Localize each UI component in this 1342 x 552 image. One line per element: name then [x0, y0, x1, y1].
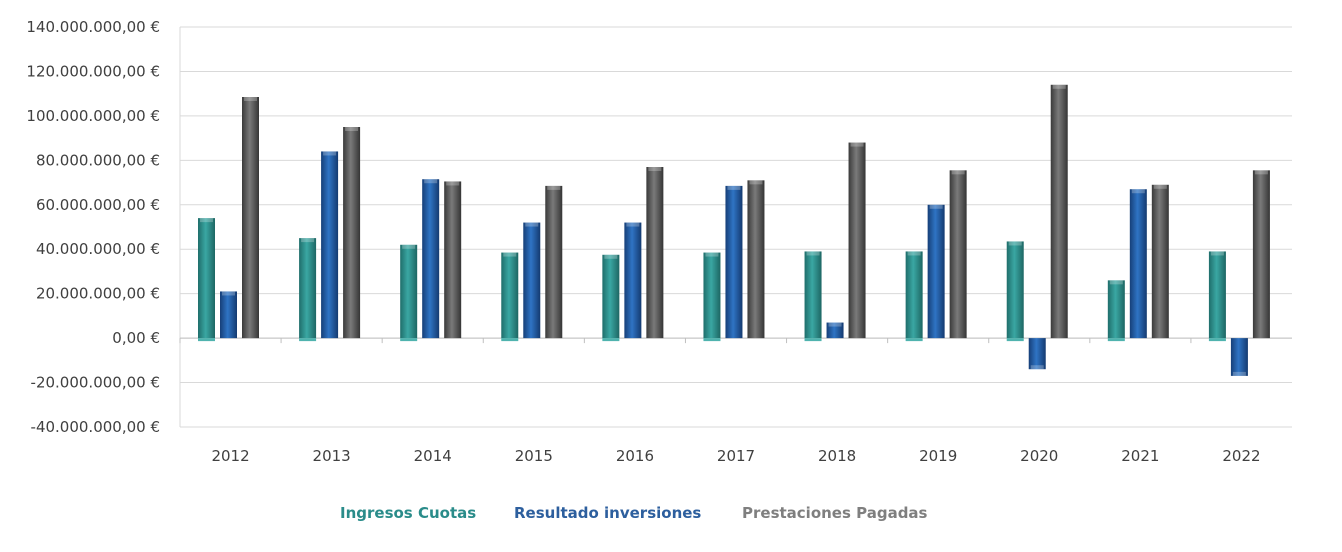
bar-ingresos-cuotas-2017: [703, 252, 721, 339]
x-tick-label: 2016: [616, 447, 654, 465]
bar-resultado-inversiones-2014: [422, 179, 440, 339]
bar-ingresos-cuotas-2013: [299, 238, 317, 339]
bar-ingresos-cuotas-2012: [198, 218, 215, 339]
legend-item-prestaciones-pagadas: Prestaciones Pagadas: [742, 504, 928, 522]
y-tick-label: 100.000.000,00 €: [26, 107, 160, 125]
bar-prestaciones-pagadas-2019: [949, 170, 967, 339]
bar-resultado-inversiones-2015: [523, 222, 541, 339]
bar-ingresos-cuotas-2015: [501, 252, 519, 339]
legend: Ingresos Cuotas Resultado inversiones Pr…: [0, 504, 1342, 528]
x-tick-label: 2014: [414, 447, 452, 465]
y-tick-label: -40.000.000,00 €: [31, 418, 160, 436]
x-tick-label: 2022: [1222, 447, 1260, 465]
bar-base-plate: [1208, 338, 1226, 342]
bar-base-plate: [198, 338, 215, 342]
x-tick-label: 2017: [717, 447, 755, 465]
bar-base-plate: [400, 338, 418, 342]
x-tick-label: 2018: [818, 447, 856, 465]
bar-prestaciones-pagadas-2016: [646, 167, 664, 339]
bar-base-plate: [905, 338, 923, 342]
y-tick-label: -20.000.000,00 €: [31, 374, 160, 392]
bar-prestaciones-pagadas-2022: [1252, 170, 1270, 339]
bar-ingresos-cuotas-2016: [602, 254, 620, 339]
bar-resultado-inversiones-2021: [1129, 189, 1147, 339]
x-tick-label: 2015: [515, 447, 553, 465]
bar-resultado-inversiones-2017: [725, 185, 743, 339]
bar-resultado-inversiones-2016: [624, 222, 642, 339]
bar-base-plate: [501, 338, 519, 342]
x-axis-ticks: 2012 2013 2014 2015 2016 2017 2018 2019 2020 2021…: [211, 447, 1260, 465]
bar-prestaciones-pagadas-2013: [343, 127, 361, 339]
bar-resultado-inversiones-2012: [220, 291, 237, 339]
y-tick-label: 60.000.000,00 €: [36, 196, 160, 214]
bar-base-plate: [299, 338, 317, 342]
bar-prestaciones-pagadas-2012: [242, 97, 259, 339]
y-tick-label: 80.000.000,00 €: [36, 151, 160, 169]
x-tick-label: 2012: [211, 447, 249, 465]
bar-resultado-inversiones-2019: [927, 204, 945, 339]
y-axis-ticks: 140.000.000,00 € 120.000.000,00 € 100.000.…: [26, 18, 160, 436]
bar-resultado-inversiones-2020: [1028, 338, 1046, 370]
x-tick-label: 2021: [1121, 447, 1159, 465]
bar-prestaciones-pagadas-2015: [545, 185, 563, 339]
bar-base-plate: [1006, 338, 1024, 342]
bar-ingresos-cuotas-2020: [1006, 241, 1024, 339]
bar-prestaciones-pagadas-2014: [444, 181, 462, 339]
bar-base-plate: [804, 338, 822, 342]
y-tick-label: 0,00 €: [112, 329, 160, 347]
bar-resultado-inversiones-2013: [321, 151, 339, 339]
y-tick-label: 40.000.000,00 €: [36, 240, 160, 258]
bar-prestaciones-pagadas-2017: [747, 180, 765, 339]
bar-base-plate: [1107, 338, 1125, 342]
bar-resultado-inversiones-2022: [1230, 338, 1248, 376]
bar-ingresos-cuotas-2021: [1107, 280, 1125, 339]
bar-base-plate: [703, 338, 721, 342]
bar-ingresos-cuotas-2014: [400, 244, 418, 339]
bar-resultado-inversiones-2018: [826, 322, 844, 339]
x-tick-label: 2013: [313, 447, 351, 465]
bar-ingresos-cuotas-2019: [905, 251, 923, 339]
legend-item-resultado-inversiones: Resultado inversiones: [514, 504, 702, 522]
bar-prestaciones-pagadas-2021: [1151, 184, 1169, 339]
bar-prestaciones-pagadas-2018: [848, 142, 866, 339]
x-tick-label: 2020: [1020, 447, 1058, 465]
x-tick-label: 2019: [919, 447, 957, 465]
bar-ingresos-cuotas-2018: [804, 251, 822, 339]
y-tick-label: 120.000.000,00 €: [26, 62, 160, 80]
y-tick-label: 20.000.000,00 €: [36, 285, 160, 303]
bar-prestaciones-pagadas-2020: [1050, 84, 1068, 339]
bars: [198, 84, 1270, 376]
y-tick-label: 140.000.000,00 €: [26, 18, 160, 36]
legend-item-ingresos-cuotas: Ingresos Cuotas: [340, 504, 477, 522]
bar-base-plate: [602, 338, 620, 342]
bar-ingresos-cuotas-2022: [1208, 251, 1226, 339]
